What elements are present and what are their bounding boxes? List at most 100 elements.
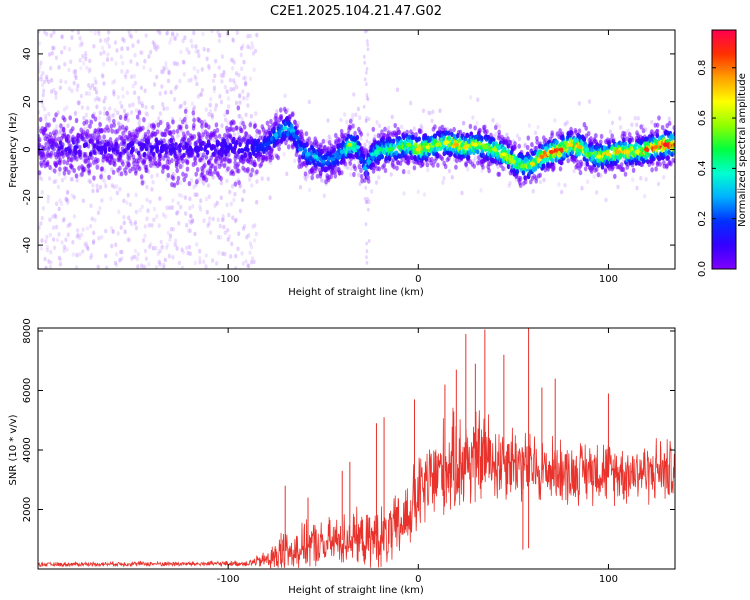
spectral-point bbox=[248, 177, 252, 182]
spectral-point bbox=[69, 177, 73, 182]
spectral-point bbox=[85, 244, 89, 249]
spectral-point bbox=[189, 38, 193, 44]
spectral-point bbox=[62, 159, 66, 165]
spectral-point bbox=[66, 134, 70, 140]
spectral-point bbox=[417, 136, 422, 142]
spectral-point bbox=[584, 125, 588, 131]
spectral-point bbox=[240, 45, 244, 51]
spectral-point bbox=[52, 237, 56, 242]
spectral-point bbox=[319, 142, 323, 148]
ridge-point bbox=[643, 147, 650, 152]
spectral-point bbox=[237, 180, 241, 186]
spectral-point bbox=[233, 160, 237, 166]
spectral-point bbox=[377, 166, 382, 172]
spectral-point bbox=[97, 115, 101, 121]
spectral-point bbox=[298, 185, 303, 190]
spectral-point bbox=[46, 194, 51, 200]
spectral-point bbox=[323, 144, 327, 150]
spectral-point bbox=[99, 149, 104, 155]
spectral-point bbox=[219, 176, 223, 182]
spectral-point bbox=[152, 156, 157, 162]
spectral-point bbox=[630, 137, 635, 143]
spectral-point bbox=[253, 48, 258, 54]
spectral-point bbox=[236, 131, 240, 136]
spectral-point bbox=[244, 82, 248, 87]
spectral-point bbox=[84, 112, 88, 118]
colorbar-tick-label: 0.6 bbox=[697, 110, 708, 126]
spectral-point bbox=[213, 107, 217, 112]
spectral-point bbox=[57, 206, 61, 212]
spectral-point bbox=[666, 154, 671, 160]
spectral-point bbox=[195, 81, 199, 87]
spectral-point bbox=[231, 127, 236, 133]
spectral-point bbox=[122, 214, 126, 220]
spectral-point bbox=[195, 192, 199, 198]
spectral-point bbox=[44, 239, 48, 244]
spectral-point bbox=[667, 116, 671, 122]
spectral-point bbox=[38, 30, 41, 34]
spectral-point bbox=[59, 123, 63, 129]
spectral-point bbox=[285, 136, 289, 142]
spectral-point bbox=[536, 125, 540, 130]
spectral-point bbox=[173, 36, 177, 41]
spectral-point bbox=[170, 205, 174, 210]
spectral-point bbox=[250, 244, 254, 250]
spectral-point bbox=[583, 166, 588, 172]
spectral-point bbox=[177, 209, 181, 214]
spectral-point bbox=[219, 180, 223, 186]
colorbar-tick-label: 0.4 bbox=[697, 160, 708, 176]
spectral-point bbox=[112, 184, 116, 190]
spectral-point bbox=[88, 179, 92, 184]
spectral-point bbox=[198, 260, 202, 265]
spectral-point bbox=[140, 180, 145, 186]
spectral-point bbox=[105, 40, 109, 45]
spectral-point bbox=[110, 243, 114, 249]
spectral-point bbox=[220, 54, 224, 59]
spectral-point bbox=[346, 165, 350, 170]
spectral-point bbox=[235, 125, 239, 131]
spectral-point bbox=[164, 61, 168, 66]
spectral-point bbox=[200, 67, 204, 72]
spectral-point bbox=[236, 246, 240, 252]
spectral-point bbox=[45, 160, 50, 166]
spectral-point bbox=[363, 196, 367, 201]
spectral-point bbox=[188, 140, 192, 146]
spectral-point bbox=[53, 137, 58, 143]
spectral-point bbox=[188, 213, 193, 219]
spectral-point bbox=[599, 173, 603, 178]
spectral-point bbox=[170, 157, 174, 164]
spectral-point bbox=[279, 115, 284, 121]
spectral-point bbox=[64, 166, 69, 172]
spectral-point bbox=[118, 257, 122, 263]
spectral-point bbox=[315, 140, 319, 146]
spectral-point bbox=[97, 97, 101, 102]
spectral-point bbox=[215, 161, 219, 167]
spectral-point bbox=[67, 67, 71, 73]
spectral-point bbox=[226, 228, 230, 233]
spectral-point bbox=[184, 114, 188, 120]
spectral-point bbox=[352, 92, 356, 97]
spectral-point bbox=[219, 235, 223, 240]
spectral-point bbox=[552, 162, 556, 168]
spectral-point bbox=[240, 116, 244, 122]
spectral-point bbox=[85, 65, 89, 71]
spectral-point bbox=[66, 200, 70, 206]
spectral-point bbox=[130, 256, 134, 262]
spectral-point bbox=[134, 170, 138, 176]
spectral-point bbox=[526, 135, 531, 141]
spectral-point bbox=[290, 123, 294, 129]
spectral-point bbox=[194, 171, 198, 177]
spectral-point bbox=[160, 84, 164, 89]
spectral-point bbox=[38, 170, 42, 176]
spectral-point bbox=[137, 117, 141, 122]
colorbar-gradient bbox=[712, 30, 736, 269]
ridge-point bbox=[634, 149, 640, 154]
spectral-point bbox=[391, 138, 396, 144]
spectral-point bbox=[454, 164, 458, 170]
spectral-point bbox=[257, 129, 262, 135]
spectral-point bbox=[124, 74, 128, 80]
spectral-point bbox=[283, 93, 287, 99]
spectral-point bbox=[90, 252, 94, 258]
spectral-point bbox=[132, 74, 137, 79]
